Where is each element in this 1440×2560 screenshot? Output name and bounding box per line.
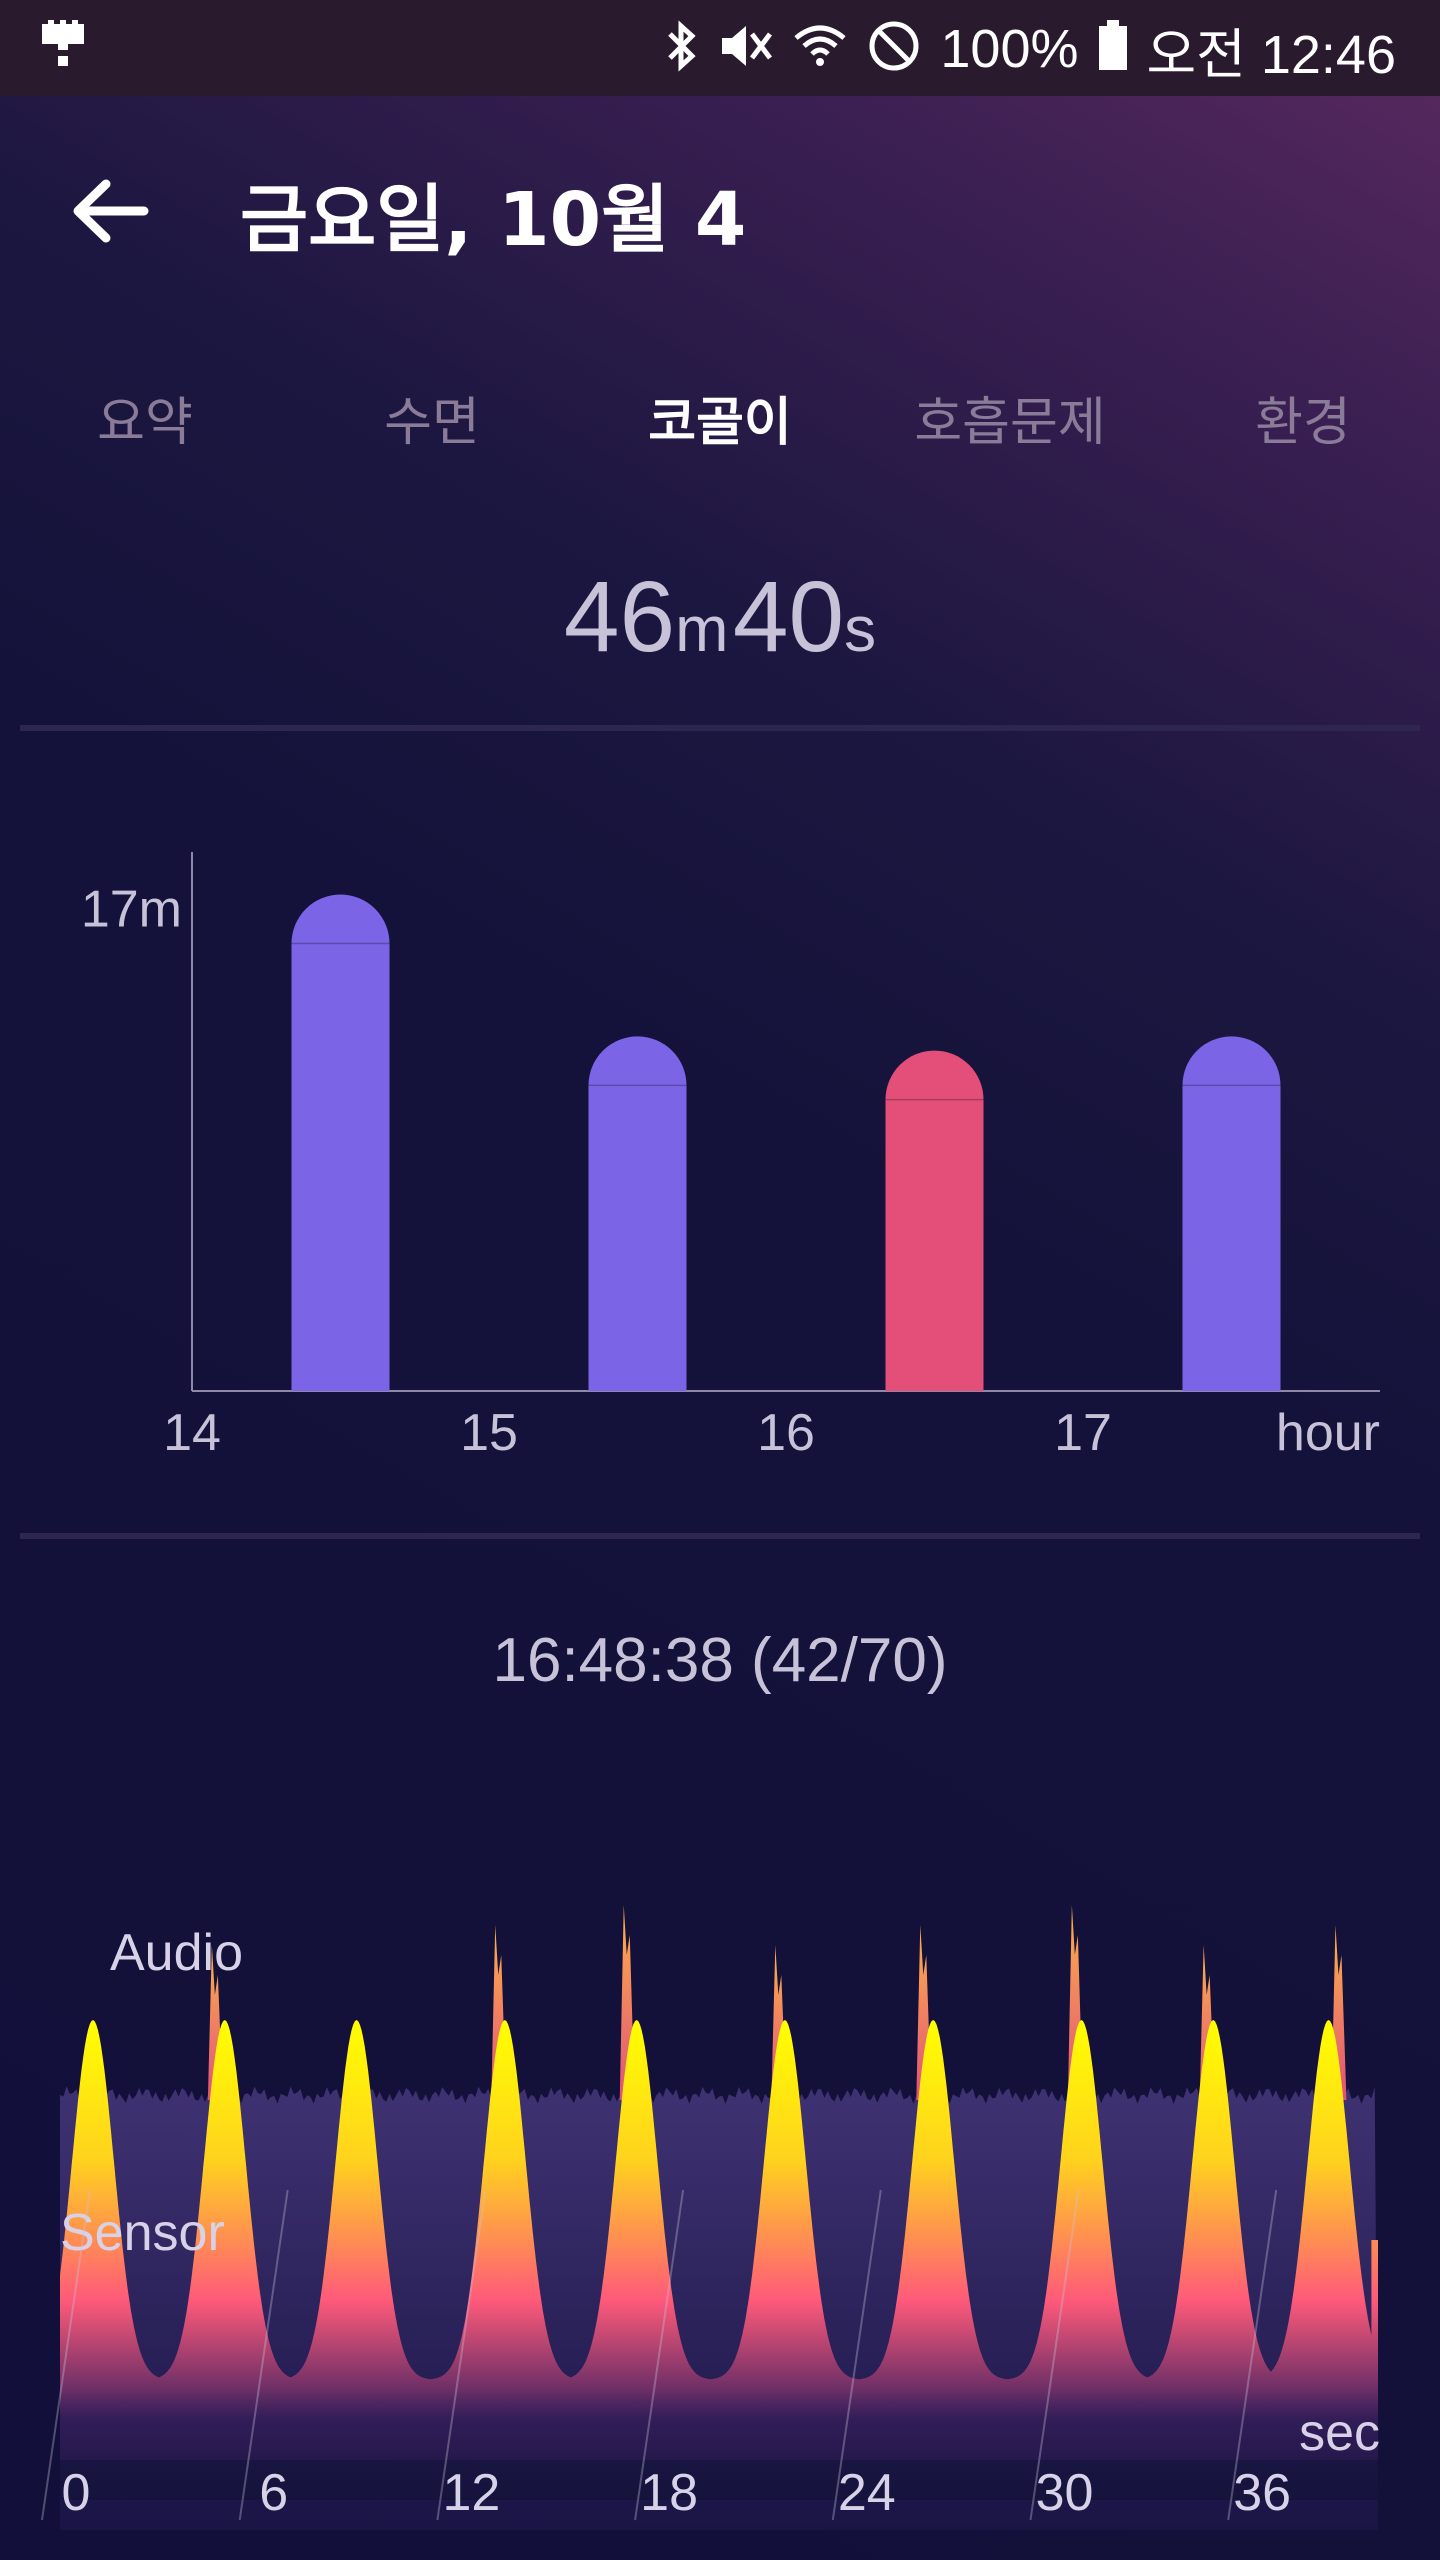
tab-snoring[interactable]: 코골이 xyxy=(648,393,792,453)
bar-hour-15:30[interactable] xyxy=(588,1036,687,1391)
tab-sleep[interactable]: 수면 xyxy=(384,393,480,453)
duration-seconds-unit: s xyxy=(844,593,877,665)
snapshot-time: 16:48:38 (42/70) xyxy=(492,1626,948,1695)
x-unit-label: sec xyxy=(1299,2404,1380,2462)
x-tick-label: 36 xyxy=(1233,2464,1291,2522)
waveform-fade xyxy=(60,2390,1378,2500)
x-tick-label: 18 xyxy=(640,2464,698,2522)
tab-breathing[interactable]: 호흡문제 xyxy=(914,393,1106,453)
snoring-duration: 46m 40s xyxy=(0,560,1440,675)
wifi-icon xyxy=(792,18,848,81)
battery-icon xyxy=(1097,18,1129,81)
status-bar: 100% 오전 12:46 xyxy=(0,0,1440,96)
x-tick-label: 24 xyxy=(838,2464,896,2522)
x-tick-label: 14 xyxy=(163,1404,221,1462)
x-tick-line xyxy=(1029,2189,1080,2521)
app-bar: 금요일, 10월 4 xyxy=(0,120,1440,300)
divider-top xyxy=(20,725,1420,731)
audio-label: Audio xyxy=(110,1924,243,1982)
battery-percent: 100% xyxy=(940,19,1079,79)
bar-hour-17:30[interactable] xyxy=(1182,1036,1281,1391)
x-tick-line xyxy=(634,2189,685,2521)
x-tick-line xyxy=(1227,2189,1278,2521)
x-tick-line xyxy=(831,2189,882,2521)
page-title: 금요일, 10월 4 xyxy=(240,177,747,263)
divider-middle xyxy=(20,1533,1420,1539)
x-tick-label: 0 xyxy=(62,2464,91,2522)
x-tick-label: 30 xyxy=(1036,2464,1094,2522)
duration-minutes: 46 xyxy=(563,561,676,673)
back-arrow-icon[interactable] xyxy=(70,176,150,246)
x-tick-line xyxy=(436,2189,487,2521)
x-tick-label: 15 xyxy=(460,1404,518,1462)
bluetooth-icon xyxy=(664,18,700,81)
bar-hour-16:30[interactable] xyxy=(885,1050,984,1391)
tab-summary[interactable]: 요약 xyxy=(97,393,193,453)
usb-icon xyxy=(42,20,84,66)
sensor-label: Sensor xyxy=(60,2204,225,2262)
do-not-disturb-icon xyxy=(866,18,922,81)
x-tick-label: 12 xyxy=(442,2464,500,2522)
x-tick-line xyxy=(41,2189,91,2521)
bar-hour-14:30[interactable] xyxy=(291,894,390,1391)
x-tick-label: 16 xyxy=(757,1404,815,1462)
clock: 오전 12:46 xyxy=(1146,24,1397,85)
hourly-snoring-chart: 17m 14 15 16 17 hour xyxy=(81,852,1380,1462)
tab-environment[interactable]: 환경 xyxy=(1255,393,1351,453)
duration-seconds: 40 xyxy=(732,561,845,673)
y-tick-label: 17m xyxy=(81,881,182,939)
x-tick-label: 17 xyxy=(1054,1404,1112,1462)
sensor-waveform xyxy=(60,2020,1378,2460)
x-tick-label: 6 xyxy=(259,2464,288,2522)
mute-icon xyxy=(718,18,774,81)
x-tick-line xyxy=(238,2189,289,2521)
x-unit-label: hour xyxy=(1276,1404,1380,1462)
tab-bar: 요약 수면 코골이 호흡문제 환경 xyxy=(0,360,1440,480)
duration-minutes-unit: m xyxy=(675,593,729,665)
